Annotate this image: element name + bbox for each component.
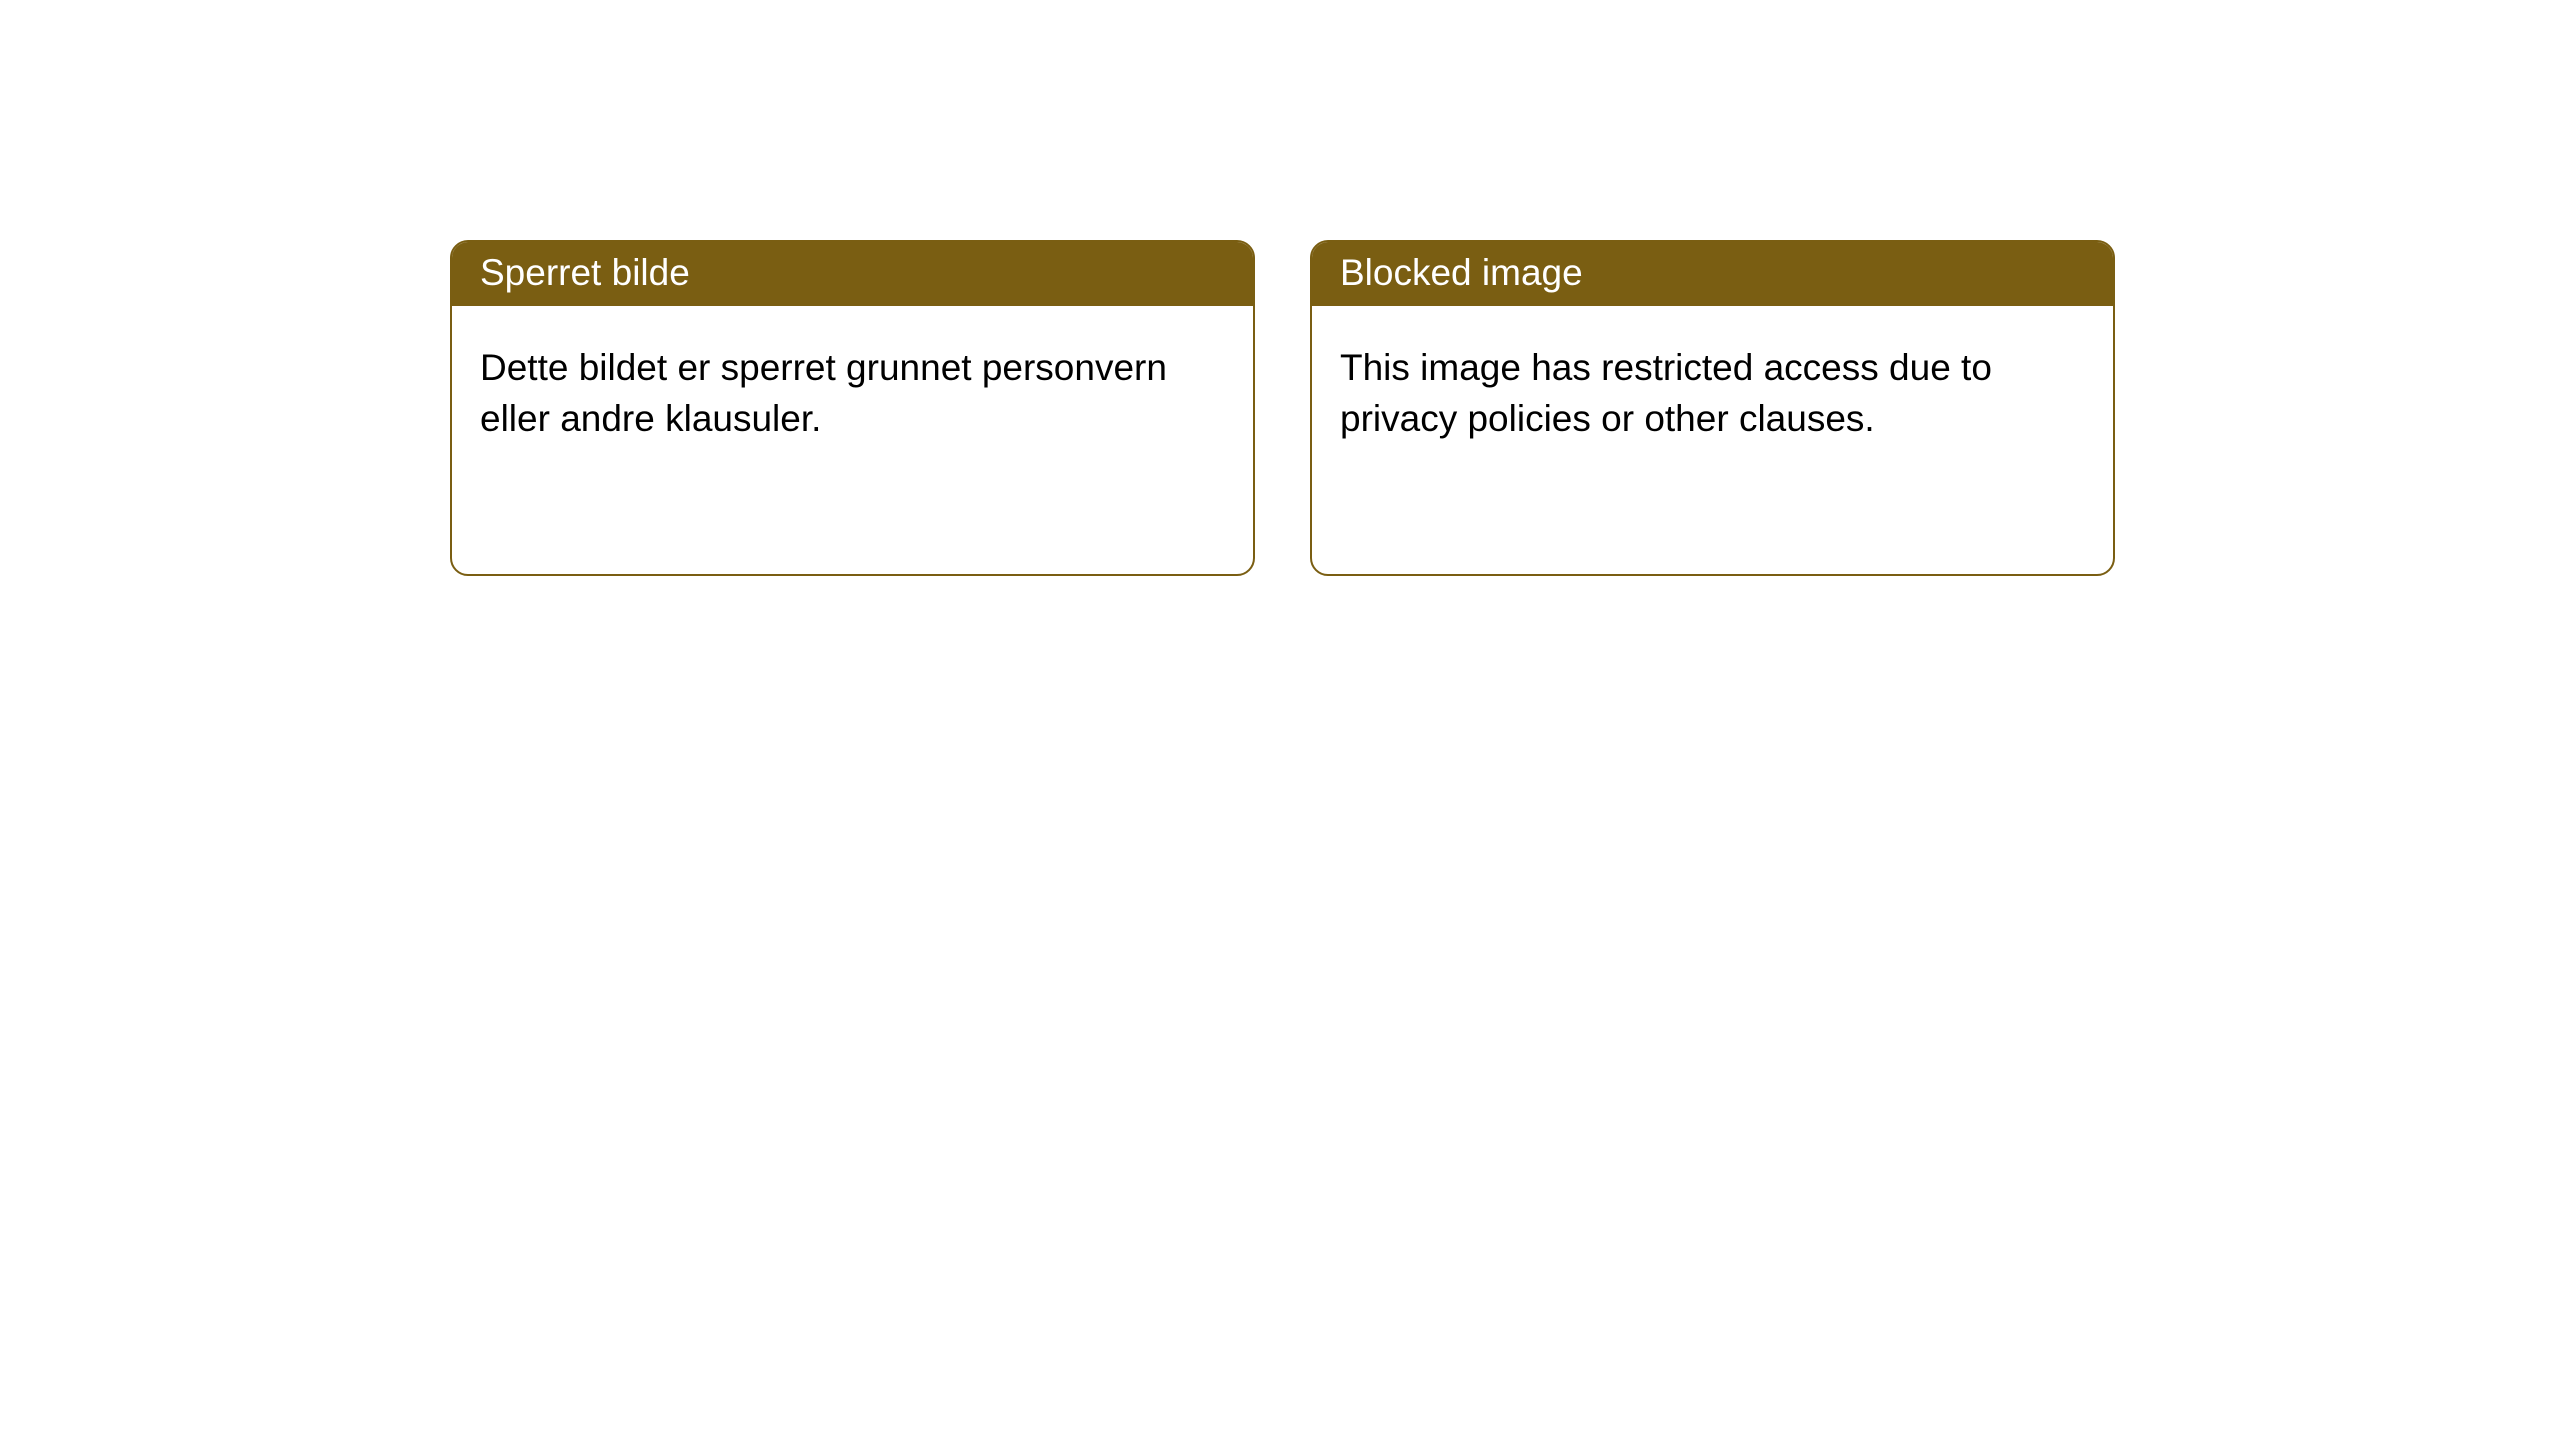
notice-body-no: Dette bildet er sperret grunnet personve…	[452, 306, 1253, 480]
notice-body-en: This image has restricted access due to …	[1312, 306, 2113, 480]
notice-header-no: Sperret bilde	[452, 242, 1253, 306]
notice-cards-container: Sperret bilde Dette bildet er sperret gr…	[450, 240, 2560, 576]
notice-card-no: Sperret bilde Dette bildet er sperret gr…	[450, 240, 1255, 576]
notice-card-en: Blocked image This image has restricted …	[1310, 240, 2115, 576]
notice-header-en: Blocked image	[1312, 242, 2113, 306]
